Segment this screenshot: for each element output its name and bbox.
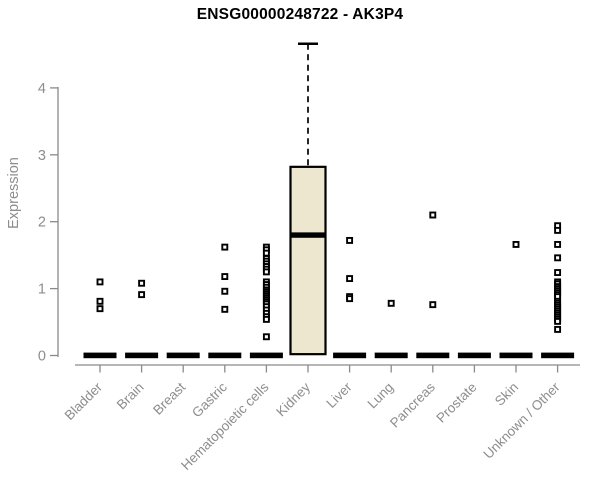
outlier-point-bladder	[96, 278, 104, 286]
y-tick-label: 3	[38, 148, 46, 164]
outlier-point-unknown-other	[554, 325, 562, 333]
box-pancreas	[416, 352, 450, 359]
outlier-point-unknown-other	[554, 254, 562, 262]
outlier-point-bladder	[96, 297, 104, 305]
x-tick-label-prostate: Prostate	[433, 380, 479, 426]
x-tick-label-bladder: Bladder	[62, 379, 106, 423]
box-brain	[125, 352, 159, 359]
y-tick-label: 1	[38, 282, 46, 298]
x-tick-label-brain: Brain	[114, 380, 147, 413]
outlier-point-gastric	[221, 287, 229, 295]
box-skin	[499, 352, 533, 359]
outlier-point-gastric	[221, 243, 229, 251]
outlier-point-unknown-other	[554, 269, 562, 276]
outlier-point-unknown-other	[554, 240, 562, 248]
box-hematopoietic-cells	[249, 352, 283, 359]
box-breast	[166, 352, 200, 359]
x-tick-label-skin: Skin	[492, 380, 521, 409]
x-tick-label-breast: Breast	[150, 379, 188, 417]
box-gastric	[208, 352, 242, 359]
outlier-point-liver	[346, 295, 354, 303]
outlier-point-bladder	[96, 305, 104, 313]
x-tick-label-unknown-other: Unknown / Other	[480, 379, 563, 462]
x-tick-label-liver: Liver	[323, 379, 355, 411]
outlier-point-liver	[346, 275, 354, 283]
y-tick-label: 0	[38, 349, 46, 365]
outlier-point-pancreas	[429, 301, 437, 309]
outlier-point-gastric	[221, 305, 229, 313]
median-kidney	[290, 232, 326, 238]
outlier-point-hematopoietic-cells	[262, 249, 270, 257]
box-bladder	[83, 352, 117, 359]
x-tick-label-kidney: Kidney	[273, 379, 313, 419]
outlier-point-liver	[346, 236, 354, 244]
outlier-point-brain	[138, 279, 146, 287]
outlier-point-hematopoietic-cells	[262, 333, 270, 341]
box-liver	[333, 352, 367, 359]
outlier-point-gastric	[221, 273, 229, 281]
y-tick-label: 2	[38, 215, 46, 231]
outlier-point-hematopoietic-cells	[262, 315, 270, 323]
box-unknown-other	[541, 352, 575, 359]
chart-title: ENSG00000248722 - AK3P4	[196, 6, 404, 23]
box-lung	[374, 352, 408, 359]
x-tick-label-lung: Lung	[364, 380, 396, 412]
box-kidney	[289, 165, 327, 356]
box-prostate	[457, 352, 491, 359]
outlier-point-hematopoietic-cells	[262, 268, 270, 276]
x-tick-label-gastric: Gastric	[189, 379, 230, 420]
outlier-point-lung	[387, 299, 395, 307]
outlier-point-unknown-other	[554, 317, 562, 325]
outlier-point-skin	[512, 240, 520, 248]
outlier-point-brain	[138, 291, 146, 299]
outlier-point-pancreas	[429, 211, 437, 219]
x-tick-label-pancreas: Pancreas	[387, 379, 438, 430]
outlier-point-unknown-other	[554, 226, 562, 234]
y-tick-label: 4	[38, 81, 46, 97]
